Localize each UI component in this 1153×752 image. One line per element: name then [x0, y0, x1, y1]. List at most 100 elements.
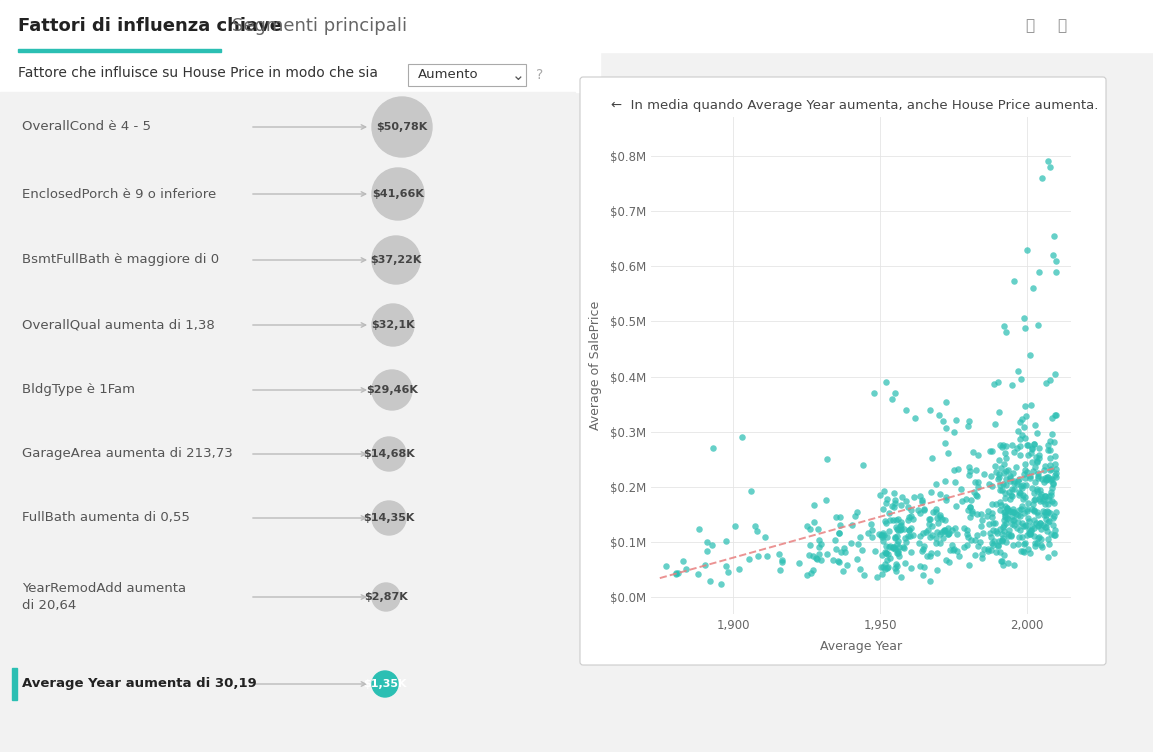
Point: [930, 511, 949, 523]
Point: [1010, 486, 1028, 498]
Point: [1031, 442, 1049, 454]
Point: [1008, 442, 1026, 454]
Point: [1009, 365, 1027, 377]
Point: [1041, 473, 1060, 485]
Point: [902, 522, 920, 534]
Point: [656, 560, 675, 572]
Point: [879, 562, 897, 575]
Point: [883, 541, 902, 553]
Point: [997, 326, 1016, 338]
Point: [1025, 514, 1043, 526]
Point: [837, 559, 856, 571]
Point: [913, 569, 932, 581]
Point: [804, 564, 822, 576]
Point: [960, 511, 979, 523]
Point: [889, 544, 907, 556]
Point: [897, 536, 915, 548]
Point: [875, 558, 894, 570]
Circle shape: [372, 583, 400, 611]
Point: [1015, 507, 1033, 519]
Point: [979, 505, 997, 517]
Point: [1042, 462, 1061, 475]
Point: [889, 547, 907, 559]
Point: [873, 549, 891, 561]
Point: [805, 516, 823, 528]
Point: [978, 543, 996, 555]
Point: [1023, 441, 1041, 453]
Point: [1025, 477, 1043, 489]
Point: [830, 556, 849, 568]
Point: [1017, 410, 1035, 422]
Point: [887, 514, 905, 526]
Point: [1046, 529, 1064, 541]
Point: [1022, 525, 1040, 537]
Point: [1032, 488, 1050, 500]
Point: [894, 541, 912, 553]
Point: [934, 415, 952, 427]
Point: [1015, 468, 1033, 480]
Text: $37,22K: $37,22K: [370, 255, 422, 265]
Point: [1039, 155, 1057, 167]
Point: [1045, 512, 1063, 524]
Point: [990, 535, 1009, 547]
Point: [967, 465, 986, 477]
Point: [1016, 520, 1034, 532]
Point: [921, 404, 940, 416]
Point: [748, 550, 767, 562]
Point: [1041, 452, 1060, 464]
Point: [937, 396, 956, 408]
Point: [1020, 515, 1039, 527]
Point: [959, 559, 978, 572]
Point: [801, 539, 820, 551]
Point: [829, 555, 847, 567]
Point: [998, 507, 1017, 519]
Text: Segmenti principali: Segmenti principali: [232, 17, 407, 35]
Point: [934, 532, 952, 544]
Point: [990, 523, 1009, 535]
Point: [1011, 433, 1030, 445]
Point: [846, 510, 865, 522]
Point: [807, 553, 826, 566]
Point: [1024, 465, 1042, 478]
Point: [902, 546, 920, 558]
Point: [1020, 528, 1039, 540]
Point: [1034, 509, 1053, 521]
Point: [967, 490, 986, 502]
Point: [990, 439, 1009, 451]
Point: [881, 540, 899, 552]
Point: [834, 565, 852, 577]
Point: [979, 478, 997, 490]
Point: [994, 521, 1012, 533]
Point: [702, 539, 721, 551]
Point: [955, 541, 973, 553]
Point: [967, 508, 986, 520]
Point: [1046, 523, 1064, 535]
Point: [896, 532, 914, 544]
Point: [1003, 518, 1022, 530]
Text: $41,66K: $41,66K: [372, 189, 424, 199]
Point: [1000, 523, 1018, 535]
Point: [1011, 503, 1030, 515]
Point: [1031, 496, 1049, 508]
Point: [856, 569, 874, 581]
Point: [1013, 493, 1032, 505]
Point: [1045, 510, 1063, 522]
Point: [994, 458, 1012, 470]
Point: [874, 503, 892, 515]
Point: [1004, 559, 1023, 571]
Point: [1028, 509, 1047, 521]
Point: [994, 439, 1012, 451]
Point: [1042, 486, 1061, 498]
Point: [875, 515, 894, 527]
Point: [995, 487, 1013, 499]
Point: [949, 463, 967, 475]
Point: [1045, 497, 1063, 509]
Point: [739, 553, 758, 565]
Point: [1002, 529, 1020, 541]
Point: [1013, 500, 1032, 512]
Point: [979, 545, 997, 557]
Point: [1041, 459, 1060, 471]
Point: [927, 502, 945, 514]
Point: [1030, 452, 1048, 464]
Point: [905, 491, 924, 503]
